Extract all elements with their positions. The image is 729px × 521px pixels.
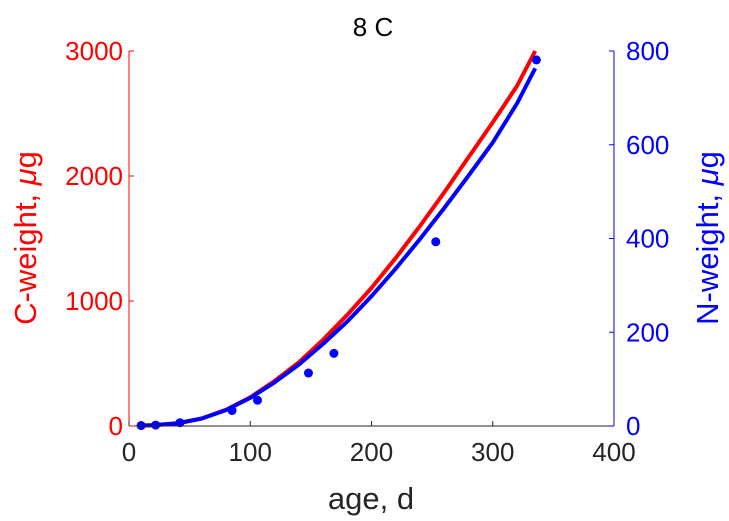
x-tick-label: 400 bbox=[592, 437, 635, 467]
n-weight-data-point bbox=[151, 420, 161, 430]
n-weight-curve bbox=[138, 67, 537, 428]
y-axis-left-label: C-weight, μg bbox=[8, 151, 43, 325]
y-right-tick-label: 600 bbox=[626, 130, 669, 160]
y-axis-right-label: N-weight, μg bbox=[690, 151, 725, 325]
x-tick-label: 300 bbox=[471, 437, 514, 467]
y-left-tick-label: 2000 bbox=[65, 161, 123, 191]
series-layer bbox=[136, 50, 541, 431]
chart-title: 8 C bbox=[353, 12, 393, 42]
y-left-tick-label: 1000 bbox=[65, 286, 123, 316]
n-weight-data-point bbox=[329, 348, 339, 358]
y-right-tick-label: 200 bbox=[626, 317, 669, 347]
n-weight-data-point bbox=[227, 406, 237, 416]
y-right-tick-label: 800 bbox=[626, 36, 669, 66]
y-axis-left-label-mu: μ bbox=[8, 168, 43, 186]
y-axis-right-label-unit: g bbox=[690, 151, 725, 168]
y-right-tick-label: 400 bbox=[626, 224, 669, 254]
x-tick-label: 100 bbox=[229, 437, 272, 467]
n-weight-data-point bbox=[431, 237, 441, 247]
x-tick-label: 200 bbox=[350, 437, 393, 467]
y-axis-left-label-unit: g bbox=[8, 151, 43, 168]
y-left-tick-label: 0 bbox=[109, 411, 123, 441]
y-axis-right-label-mu: μ bbox=[690, 168, 725, 186]
y-left-tick-label: 3000 bbox=[65, 36, 123, 66]
n-weight-data-point bbox=[531, 55, 541, 65]
y-axis-left-label-text: C-weight, bbox=[8, 185, 43, 325]
n-weight-data-point bbox=[175, 418, 185, 428]
y-axis-right-label-text: N-weight, bbox=[690, 185, 725, 325]
n-weight-data-point bbox=[303, 368, 313, 378]
x-tick-label: 0 bbox=[122, 437, 136, 467]
n-weight-data-point bbox=[253, 395, 263, 405]
c-weight-curve bbox=[138, 50, 537, 428]
x-axis-label: age, d bbox=[328, 481, 414, 516]
y-right-tick-label: 0 bbox=[626, 411, 640, 441]
